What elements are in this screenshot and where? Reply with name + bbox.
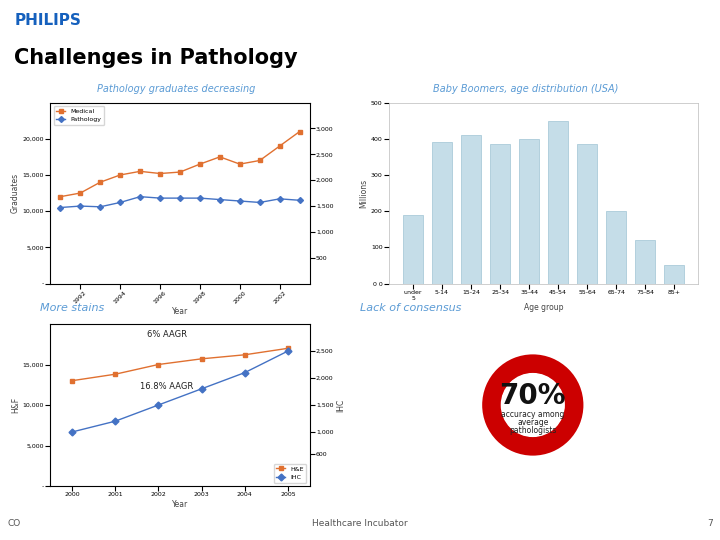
Pathology (215, 197, 224, 203)
Legend: H&E, IHC: H&E, IHC (274, 464, 307, 483)
H&E (284, 345, 292, 352)
X-axis label: Year: Year (172, 307, 188, 316)
Y-axis label: Graduates: Graduates (11, 173, 20, 213)
IHC (240, 369, 249, 376)
IHC (111, 418, 120, 424)
H&E (197, 356, 206, 362)
Line: Pathology: Pathology (58, 194, 302, 210)
Text: 16.8% AAGR: 16.8% AAGR (140, 382, 194, 391)
Text: 6% AAGR: 6% AAGR (147, 330, 187, 339)
Text: 70%: 70% (500, 382, 566, 410)
Legend: Medical, Pathology: Medical, Pathology (53, 106, 104, 125)
Text: PHILIPS: PHILIPS (14, 13, 81, 28)
Text: average: average (517, 418, 549, 427)
Medical (235, 161, 244, 167)
Medical (156, 170, 164, 177)
X-axis label: Year: Year (172, 500, 188, 509)
Bar (664, 265, 684, 284)
Bar (432, 143, 452, 284)
IHC (284, 348, 292, 354)
Medical (76, 190, 85, 196)
Pathology (116, 199, 125, 206)
Line: Medical: Medical (58, 130, 302, 199)
Medical (96, 179, 104, 185)
Y-axis label: Millions: Millions (359, 179, 368, 207)
Bar (519, 139, 539, 284)
H&E (154, 361, 163, 368)
Medical (256, 157, 264, 164)
Text: accuracy among: accuracy among (501, 410, 564, 418)
Pathology (275, 195, 284, 202)
Pathology (156, 195, 164, 201)
H&E (68, 377, 76, 384)
Text: Baby Boomers, age distribution (USA): Baby Boomers, age distribution (USA) (433, 84, 618, 94)
Bar (606, 211, 626, 284)
Pathology (196, 195, 204, 201)
Pathology (76, 203, 85, 210)
Circle shape (501, 374, 564, 436)
IHC (154, 402, 163, 408)
Bar (577, 144, 598, 284)
Bar (490, 144, 510, 284)
Medical (215, 153, 224, 160)
Medical (196, 161, 204, 167)
Medical (56, 193, 65, 200)
Pathology (295, 197, 304, 204)
Line: H&E: H&E (70, 346, 290, 383)
X-axis label: Age group: Age group (524, 303, 563, 312)
Text: Healthcare Incubator: Healthcare Incubator (312, 519, 408, 528)
Y-axis label: H&F: H&F (11, 397, 20, 413)
Pathology (256, 199, 264, 206)
IHC (197, 386, 206, 392)
Medical (136, 168, 145, 174)
Line: IHC: IHC (70, 348, 290, 435)
Bar (635, 240, 655, 284)
H&E (240, 352, 249, 358)
Medical (176, 169, 184, 176)
Y-axis label: IHC: IHC (336, 399, 346, 411)
Pathology (176, 195, 184, 201)
Text: CO: CO (7, 519, 20, 528)
Pathology (96, 204, 104, 210)
Bar (548, 120, 568, 284)
Medical (275, 143, 284, 149)
Pathology (136, 193, 145, 200)
Bar (403, 215, 423, 284)
Wedge shape (482, 354, 583, 456)
Pathology (235, 198, 244, 204)
Text: Pathology graduates decreasing: Pathology graduates decreasing (97, 84, 256, 94)
IHC (68, 429, 76, 435)
Text: Lack of consensus: Lack of consensus (360, 303, 462, 313)
Bar (461, 135, 481, 284)
Pathology (56, 204, 65, 211)
Text: 7: 7 (707, 519, 713, 528)
Medical (295, 129, 304, 135)
Text: More stains: More stains (40, 303, 104, 313)
H&E (111, 371, 120, 377)
Medical (116, 172, 125, 178)
Text: Challenges in Pathology: Challenges in Pathology (14, 48, 298, 68)
Text: pathologists: pathologists (509, 426, 557, 435)
